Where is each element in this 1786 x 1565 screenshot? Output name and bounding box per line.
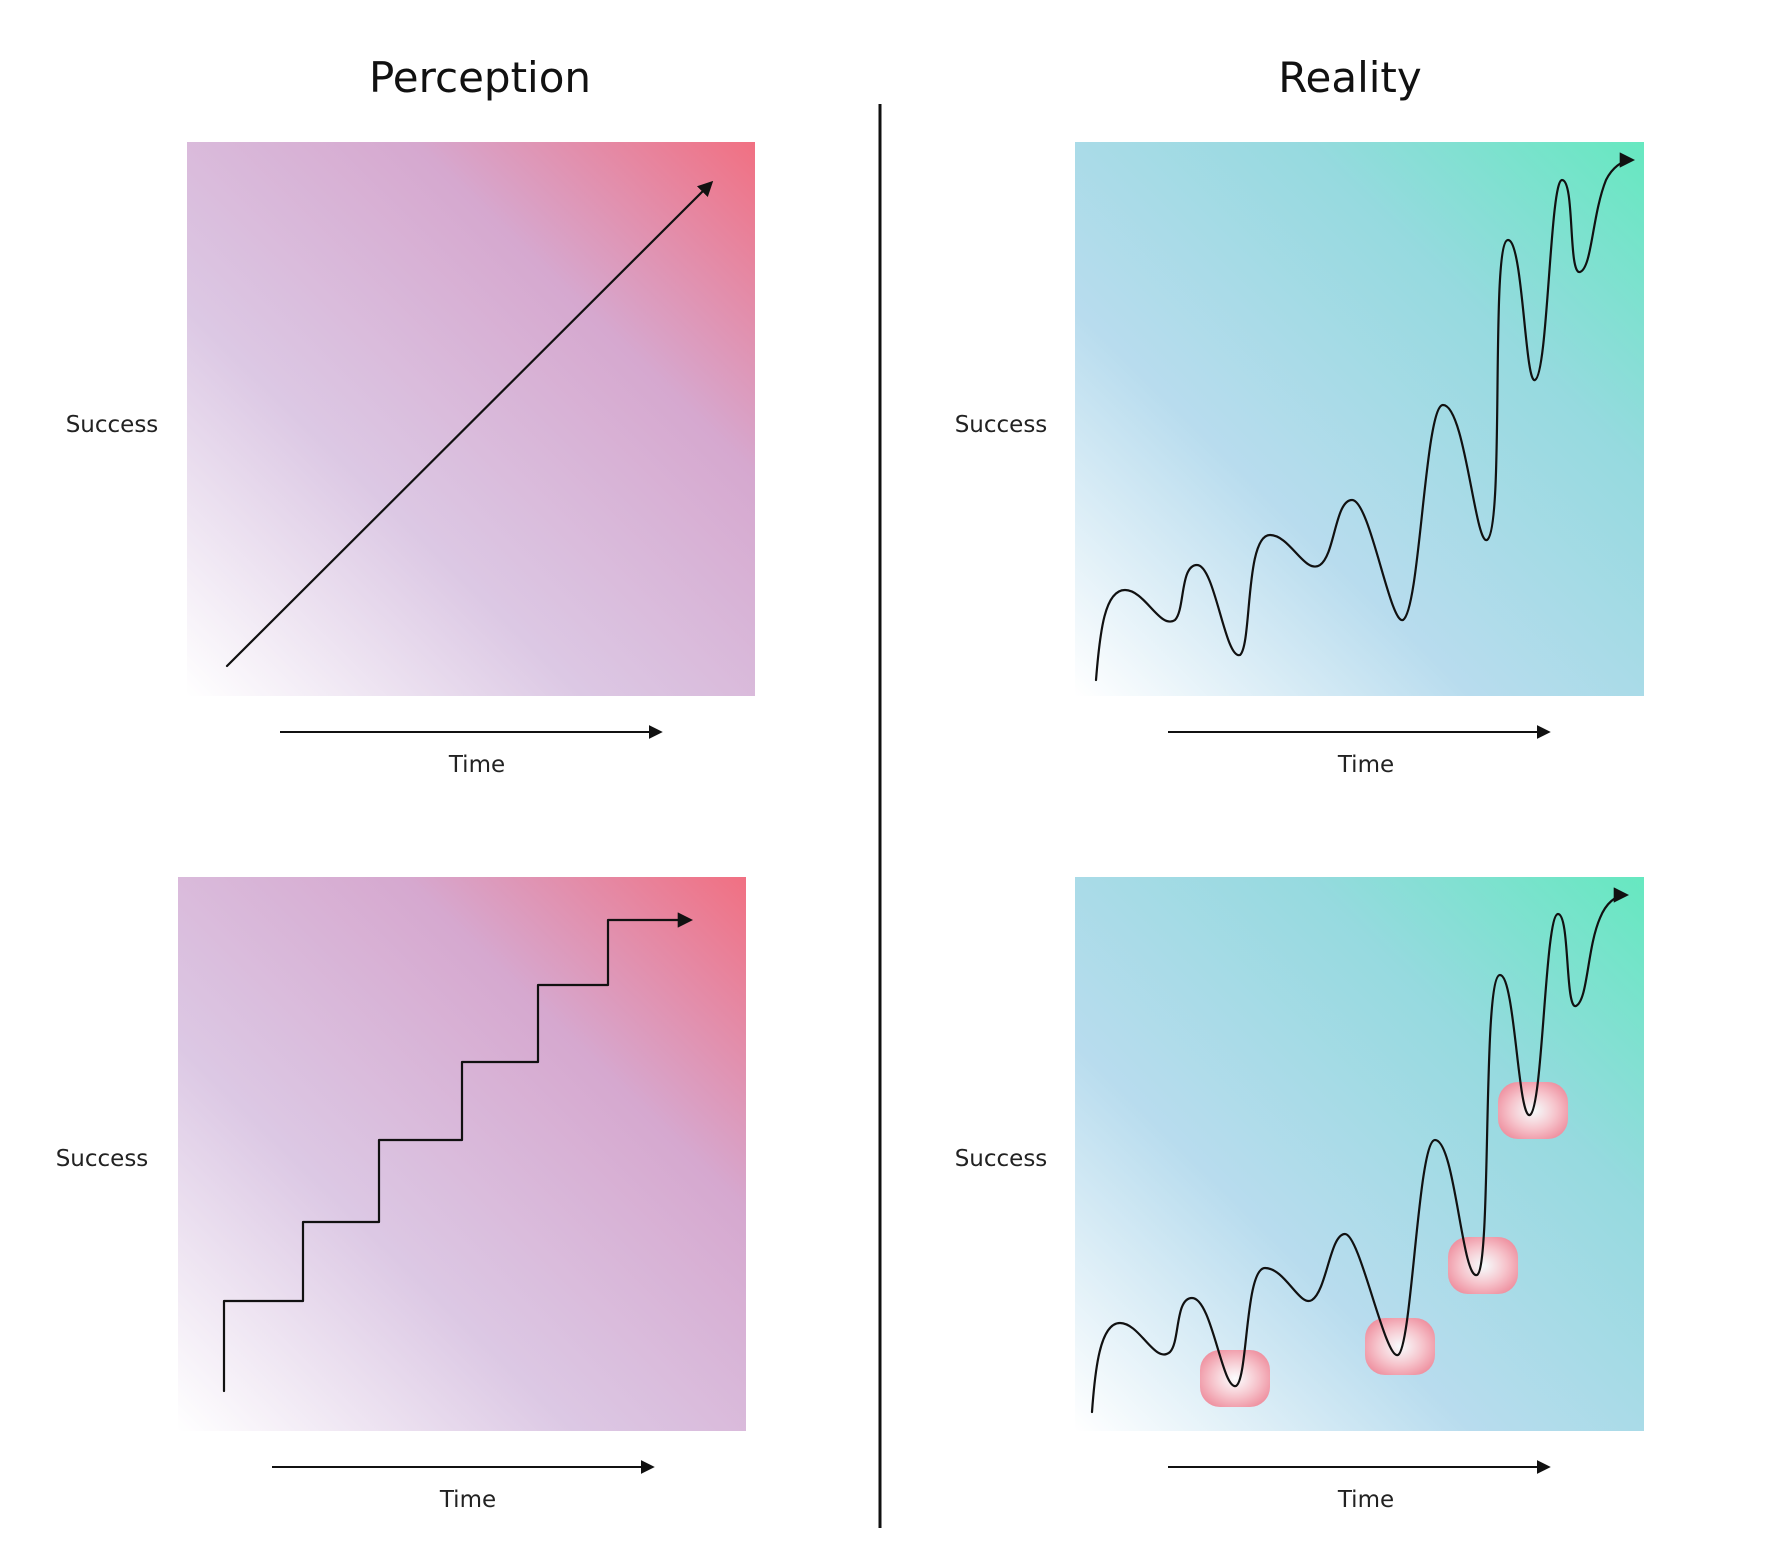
success-curve [1094, 152, 1636, 682]
x-axis-label: Time [1337, 752, 1394, 778]
y-axis-label: Success [66, 412, 159, 438]
panel-perception-steps: Success Time [56, 877, 746, 1513]
panel-background [178, 877, 746, 1431]
panel-perception-linear: Success Time [66, 142, 755, 778]
success-curve [1090, 887, 1630, 1414]
highlight-dip-2 [1365, 1318, 1435, 1375]
reality-title: Reality [1278, 53, 1422, 102]
y-axis-label: Success [56, 1146, 149, 1172]
perception-title: Perception [369, 53, 591, 102]
x-axis-label: Time [448, 752, 505, 778]
success-line [225, 180, 714, 668]
panel-background [1075, 877, 1644, 1431]
y-axis-label: Success [955, 1146, 1048, 1172]
x-axis-label: Time [1337, 1487, 1394, 1513]
x-axis-label: Time [439, 1487, 496, 1513]
panel-reality-wavy-highlighted: Success Time [955, 877, 1644, 1513]
y-axis-label: Success [955, 412, 1048, 438]
panel-background [1075, 142, 1644, 696]
success-staircase [222, 912, 694, 1393]
highlight-dip-1 [1200, 1350, 1270, 1407]
panel-reality-wavy: Success Time [955, 142, 1644, 778]
